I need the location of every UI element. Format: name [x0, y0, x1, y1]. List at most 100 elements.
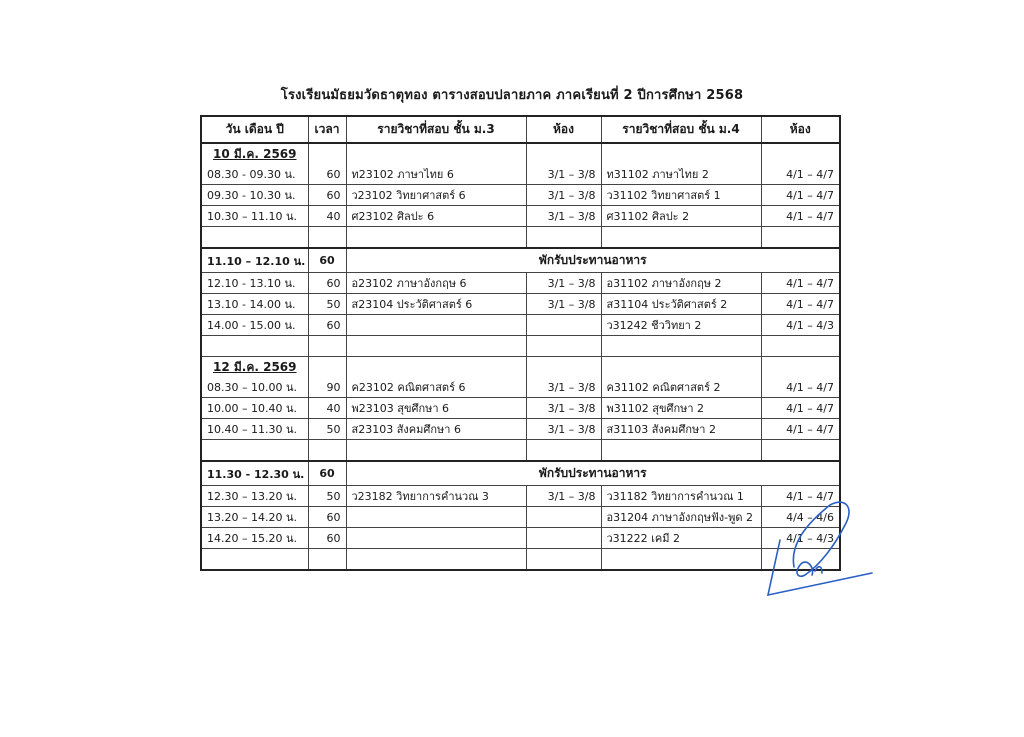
room-m3-cell: 3/1 – 3/8: [525, 205, 602, 227]
time-cell: 12.10 - 13.10 น.: [200, 272, 309, 294]
room-m4-cell: 4/1 – 4/7: [760, 397, 841, 419]
subject-m4-cell: ค31102 คณิตศาสตร์ 2: [600, 377, 762, 398]
subject-m4-cell: ว31222 เคมี 2: [600, 527, 762, 549]
minutes-cell: 40: [307, 205, 347, 227]
blank-row: [200, 335, 841, 357]
empty-cell: [525, 356, 602, 377]
empty-cell: [345, 335, 527, 357]
lunch-minutes: 60: [307, 247, 347, 273]
table-row: 09.30 - 10.30 น. 60 ว23102 วิทยาศาสตร์ 6 3/…: [200, 184, 841, 206]
empty-cell: [345, 548, 527, 571]
subject-m4-cell: พ31102 สุขศึกษา 2: [600, 397, 762, 419]
minutes-cell: 60: [307, 184, 347, 206]
empty-cell: [600, 335, 762, 357]
room-m3-cell: 3/1 – 3/8: [525, 377, 602, 398]
empty-cell: [307, 335, 347, 357]
subject-m3-cell: อ23102 ภาษาอังกฤษ 6: [345, 272, 527, 294]
date-row: 12 มี.ค. 2569: [200, 356, 841, 377]
date-row: 10 มี.ค. 2569: [200, 142, 841, 164]
room-m4-cell: 4/1 – 4/7: [760, 293, 841, 315]
empty-cell: [345, 226, 527, 249]
empty-cell: [760, 335, 841, 357]
date-label: 10 มี.ค. 2569: [200, 142, 309, 164]
lunch-label: พักรับประทานอาหาร: [345, 247, 841, 273]
minutes-cell: 60: [307, 314, 347, 336]
date-label: 12 มี.ค. 2569: [200, 356, 309, 377]
lunch-label: พักรับประทานอาหาร: [345, 460, 841, 486]
empty-cell: [345, 356, 527, 377]
table-row: 14.20 – 15.20 น. 60 ว31222 เคมี 2 4/1 – 4/3: [200, 527, 841, 549]
room-m4-cell: 4/1 – 4/7: [760, 418, 841, 440]
subject-m4-cell: ว31242 ชีววิทยา 2: [600, 314, 762, 336]
subject-m3-cell: พ23103 สุขศึกษา 6: [345, 397, 527, 419]
empty-cell: [307, 226, 347, 249]
empty-cell: [200, 548, 309, 571]
subject-m3-cell: ว23102 วิทยาศาสตร์ 6: [345, 184, 527, 206]
subject-m4-cell: ส31104 ประวัติศาสตร์ 2: [600, 293, 762, 315]
room-m3-cell: 3/1 – 3/8: [525, 272, 602, 294]
subject-m3-cell: ค23102 คณิตศาสตร์ 6: [345, 377, 527, 398]
minutes-cell: 50: [307, 485, 347, 507]
room-m4-cell: 4/1 – 4/7: [760, 205, 841, 227]
time-cell: 10.40 – 11.30 น.: [200, 418, 309, 440]
room-m3-cell: 3/1 – 3/8: [525, 164, 602, 185]
empty-cell: [600, 439, 762, 462]
blank-row: [200, 226, 841, 249]
empty-cell: [345, 142, 527, 164]
empty-cell: [760, 142, 841, 164]
minutes-cell: 50: [307, 293, 347, 315]
empty-cell: [200, 439, 309, 462]
empty-cell: [307, 548, 347, 571]
table-row: 13.20 – 14.20 น. 60 อ31204 ภาษาอังกฤษฟัง-พ…: [200, 506, 841, 528]
subject-m4-cell: อ31102 ภาษาอังกฤษ 2: [600, 272, 762, 294]
table-row: 14.00 - 15.00 น. 60 ว31242 ชีววิทยา 2 4/1 –…: [200, 314, 841, 336]
empty-cell: [525, 439, 602, 462]
empty-cell: [307, 356, 347, 377]
room-m4-cell: 4/1 – 4/7: [760, 184, 841, 206]
empty-cell: [200, 226, 309, 249]
empty-cell: [200, 335, 309, 357]
room-m3-cell: 3/1 – 3/8: [525, 397, 602, 419]
room-m3-cell: [525, 314, 602, 336]
table-row: 10.00 – 10.40 น. 40 พ23103 สุขศึกษา 6 3/1 –…: [200, 397, 841, 419]
subject-m4-cell: ส31103 สังคมศึกษา 2: [600, 418, 762, 440]
empty-cell: [525, 226, 602, 249]
room-m3-cell: 3/1 – 3/8: [525, 418, 602, 440]
header-time: เวลา: [307, 115, 347, 144]
table-row: 10.30 – 11.10 น. 40 ศ23102 ศิลปะ 6 3/1 – 3/…: [200, 205, 841, 227]
minutes-cell: 60: [307, 164, 347, 185]
table-row: 13.10 - 14.00 น. 50 ส23104 ประวัติศาสตร์ 6…: [200, 293, 841, 315]
time-cell: 13.10 - 14.00 น.: [200, 293, 309, 315]
lunch-row: 11.30 - 12.30 น. 60 พักรับประทานอาหาร: [200, 460, 841, 486]
subject-m4-cell: ท31102 ภาษาไทย 2: [600, 164, 762, 185]
subject-m4-cell: ว31182 วิทยาการคำนวณ 1: [600, 485, 762, 507]
header-room-m4: ห้อง: [760, 115, 841, 144]
lunch-row: 11.10 – 12.10 น. 60 พักรับประทานอาหาร: [200, 247, 841, 273]
empty-cell: [307, 142, 347, 164]
time-cell: 08.30 – 10.00 น.: [200, 377, 309, 398]
table-row: 12.30 – 13.20 น. 50 ว23182 วิทยาการคำนวณ 3…: [200, 485, 841, 507]
minutes-cell: 40: [307, 397, 347, 419]
subject-m3-cell: [345, 314, 527, 336]
empty-cell: [525, 548, 602, 571]
time-cell: 10.00 – 10.40 น.: [200, 397, 309, 419]
lunch-time: 11.30 - 12.30 น.: [200, 460, 309, 486]
exam-schedule-table: วัน เดือน ปี เวลา รายวิชาที่สอบ ชั้น ม.3…: [200, 115, 841, 571]
header-subject-m4: รายวิชาที่สอบ ชั้น ม.4: [600, 115, 762, 144]
empty-cell: [307, 439, 347, 462]
table-row: 08.30 - 09.30 น. 60 ท23102 ภาษาไทย 6 3/1 – …: [200, 164, 841, 185]
table-row: 10.40 – 11.30 น. 50 ส23103 สังคมศึกษา 6 3/1…: [200, 418, 841, 440]
room-m4-cell: 4/1 – 4/3: [760, 314, 841, 336]
empty-cell: [760, 439, 841, 462]
header-row: วัน เดือน ปี เวลา รายวิชาที่สอบ ชั้น ม.3…: [200, 115, 841, 144]
subject-m3-cell: [345, 527, 527, 549]
lunch-minutes: 60: [307, 460, 347, 486]
minutes-cell: 50: [307, 418, 347, 440]
minutes-cell: 90: [307, 377, 347, 398]
empty-cell: [600, 356, 762, 377]
table-row: 12.10 - 13.10 น. 60 อ23102 ภาษาอังกฤษ 6 3/1…: [200, 272, 841, 294]
empty-cell: [600, 142, 762, 164]
blank-row: [200, 548, 841, 571]
subject-m4-cell: ว31102 วิทยาศาสตร์ 1: [600, 184, 762, 206]
minutes-cell: 60: [307, 272, 347, 294]
